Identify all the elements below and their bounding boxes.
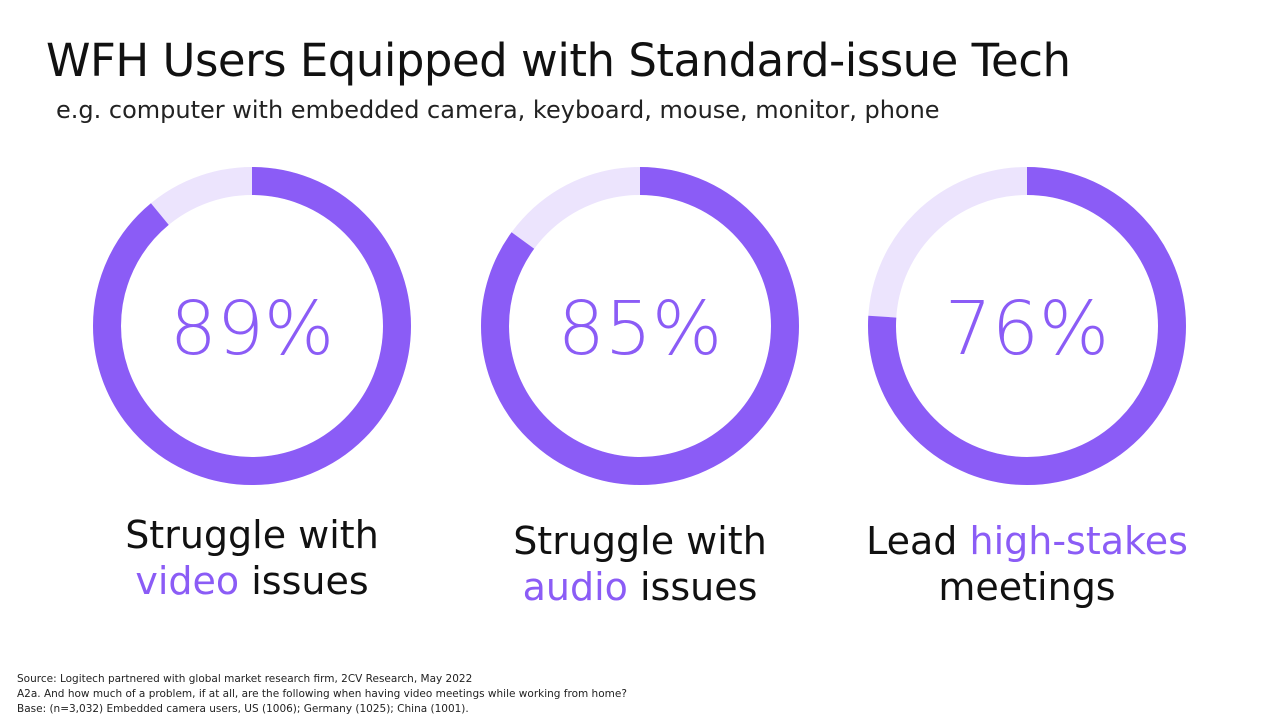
donut-svg-video: 89% (93, 167, 411, 485)
donut-svg-audio: 85% (481, 167, 799, 485)
caption-video-line2: video issues (72, 558, 432, 604)
donut-chart-audio: 85% (480, 166, 800, 486)
donut-svg-meetings: 76% (868, 167, 1186, 485)
source-footnote: Source: Logitech partnered with global m… (17, 672, 627, 717)
caption-meetings: Lead high-stakes meetings (847, 518, 1207, 610)
source-line-2: A2a. And how much of a problem, if at al… (17, 688, 627, 700)
donut-chart-meetings: 76% (867, 166, 1187, 486)
chart-title: WFH Users Equipped with Standard-issue T… (46, 34, 1071, 87)
donut-value-arc-video (93, 167, 411, 485)
caption-video-highlight: video (135, 559, 240, 603)
caption-audio-rest: issues (627, 565, 758, 609)
caption-audio-line2: audio issues (460, 564, 820, 610)
donut-value-arc-audio (481, 167, 799, 485)
chart-subtitle: e.g. computer with embedded camera, keyb… (56, 96, 940, 124)
caption-meetings-highlight: high-stakes (969, 519, 1188, 563)
caption-video: Struggle with video issues (72, 512, 432, 604)
caption-video-rest: issues (239, 559, 369, 603)
caption-video-line1: Struggle with (125, 513, 379, 557)
donut-value-label-audio: 85% (558, 286, 722, 372)
caption-meetings-prefix: Lead (866, 519, 970, 563)
donut-value-arc-meetings (868, 167, 1186, 485)
caption-audio-line1: Struggle with (513, 519, 767, 563)
caption-meetings-line1: Lead high-stakes (847, 518, 1207, 564)
caption-audio: Struggle with audio issues (460, 518, 820, 610)
donut-value-label-video: 89% (170, 286, 334, 372)
source-line-1: Source: Logitech partnered with global m… (17, 673, 473, 685)
caption-meetings-line2: meetings (938, 565, 1116, 609)
donut-value-label-meetings: 76% (945, 286, 1109, 372)
caption-audio-highlight: audio (522, 565, 628, 609)
donut-chart-video: 89% (92, 166, 412, 486)
source-line-3: Base: (n=3,032) Embedded camera users, U… (17, 703, 469, 715)
